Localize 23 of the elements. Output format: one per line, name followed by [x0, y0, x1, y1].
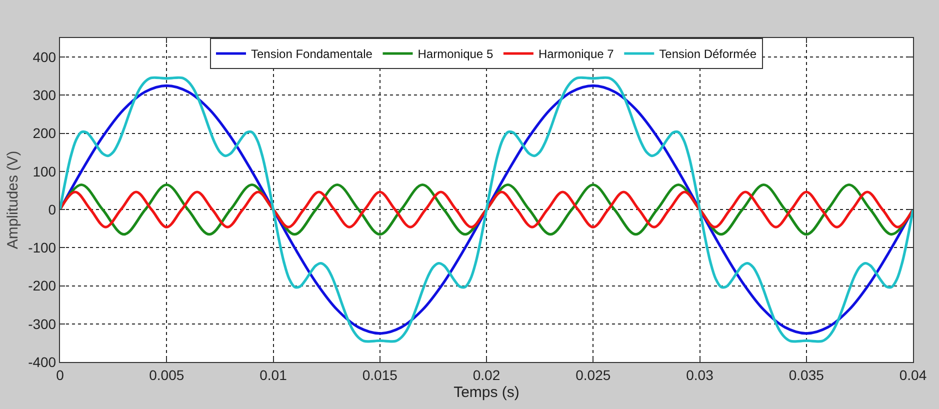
- y-axis-title: Amplitudes (V): [4, 150, 22, 250]
- x-axis-title: Temps (s): [454, 384, 520, 401]
- y-tick-label: -200: [28, 278, 56, 294]
- legend-label: Harmonique 7: [538, 47, 614, 62]
- x-tick-label: 0.02: [472, 366, 500, 383]
- y-tick-label: -300: [28, 316, 56, 332]
- x-tick-label: 0.01: [260, 366, 288, 383]
- x-tick-label: 0.025: [576, 366, 611, 383]
- y-tick-label: 300: [32, 87, 56, 104]
- y-tick-label: 0: [48, 201, 56, 218]
- x-tick-label: 0.03: [686, 366, 714, 383]
- y-tick-label: 200: [32, 125, 56, 142]
- x-tick-label: 0.015: [362, 366, 398, 383]
- y-tick-label: -100: [28, 240, 56, 256]
- legend-label: Tension Déformée: [659, 47, 757, 62]
- x-tick-label: 0.035: [788, 366, 824, 383]
- legend-label: Tension Fondamentale: [251, 47, 373, 62]
- legend-label: Harmonique 5: [418, 47, 494, 62]
- y-tick-label: 400: [32, 48, 56, 65]
- y-tick-label: -400: [28, 354, 56, 370]
- y-tick-label: 100: [32, 163, 56, 180]
- x-tick-label: 0.04: [899, 366, 927, 383]
- x-tick-label: 0.005: [149, 366, 184, 383]
